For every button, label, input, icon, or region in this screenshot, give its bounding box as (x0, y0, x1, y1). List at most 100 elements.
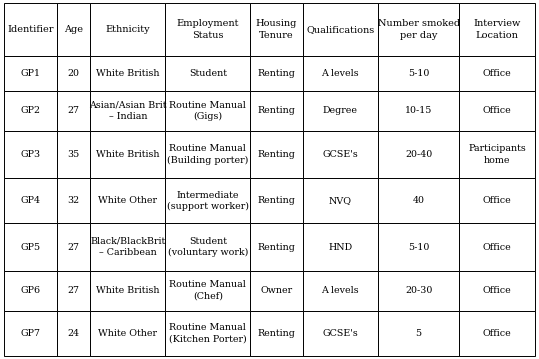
Text: Qualifications: Qualifications (306, 25, 375, 34)
Bar (250, 178, 303, 224)
Text: 20-30: 20-30 (405, 286, 432, 295)
Bar (303, 311, 378, 356)
Text: Intermediate
(support worker): Intermediate (support worker) (167, 191, 249, 211)
Text: 27: 27 (67, 243, 79, 252)
Bar (378, 3, 459, 56)
Bar (57, 131, 90, 178)
Bar (4, 271, 57, 311)
Text: 24: 24 (67, 329, 79, 338)
Text: GP4: GP4 (20, 196, 40, 205)
Text: Asian/Asian Brit
– Indian: Asian/Asian Brit – Indian (89, 101, 167, 121)
Text: White Other: White Other (98, 329, 157, 338)
Bar (459, 224, 535, 271)
Bar (303, 56, 378, 91)
Bar (250, 131, 303, 178)
Bar (90, 3, 165, 56)
Text: 27: 27 (67, 286, 79, 295)
Text: Office: Office (482, 196, 512, 205)
Text: Routine Manual
(Gigs): Routine Manual (Gigs) (169, 101, 246, 121)
Text: Renting: Renting (258, 107, 295, 116)
Text: A levels: A levels (322, 69, 359, 78)
Bar (4, 131, 57, 178)
Bar (250, 224, 303, 271)
Text: GP3: GP3 (20, 150, 40, 159)
Bar (303, 91, 378, 131)
Text: Renting: Renting (258, 329, 295, 338)
Text: GCSE's: GCSE's (322, 150, 358, 159)
Bar (57, 91, 90, 131)
Bar (378, 271, 459, 311)
Bar (303, 178, 378, 224)
Bar (303, 3, 378, 56)
Bar (4, 224, 57, 271)
Text: White Other: White Other (98, 196, 157, 205)
Bar (250, 311, 303, 356)
Bar (459, 178, 535, 224)
Bar (90, 311, 165, 356)
Text: Degree: Degree (323, 107, 358, 116)
Text: HND: HND (328, 243, 353, 252)
Bar (378, 131, 459, 178)
Text: Routine Manual
(Kitchen Porter): Routine Manual (Kitchen Porter) (169, 323, 247, 344)
Text: Office: Office (482, 286, 512, 295)
Text: White British: White British (96, 69, 160, 78)
Bar (4, 3, 57, 56)
Bar (250, 271, 303, 311)
Text: Routine Manual
(Chef): Routine Manual (Chef) (169, 280, 246, 301)
Text: 32: 32 (67, 196, 80, 205)
Bar (90, 224, 165, 271)
Text: White British: White British (96, 286, 160, 295)
Text: GP1: GP1 (20, 69, 40, 78)
Bar (165, 178, 250, 224)
Bar (4, 56, 57, 91)
Bar (57, 224, 90, 271)
Bar (303, 224, 378, 271)
Text: Identifier: Identifier (8, 25, 54, 34)
Text: Office: Office (482, 107, 512, 116)
Text: A levels: A levels (322, 286, 359, 295)
Bar (459, 271, 535, 311)
Bar (90, 271, 165, 311)
Bar (303, 131, 378, 178)
Bar (378, 56, 459, 91)
Text: 27: 27 (67, 107, 79, 116)
Bar (165, 3, 250, 56)
Bar (4, 178, 57, 224)
Text: 35: 35 (67, 150, 80, 159)
Bar (90, 178, 165, 224)
Bar (459, 3, 535, 56)
Text: NVQ: NVQ (329, 196, 352, 205)
Bar (459, 56, 535, 91)
Text: 10-15: 10-15 (405, 107, 432, 116)
Text: 40: 40 (413, 196, 425, 205)
Bar (165, 224, 250, 271)
Text: Participants
home: Participants home (468, 144, 526, 165)
Text: Owner: Owner (260, 286, 293, 295)
Bar (90, 91, 165, 131)
Text: Routine Manual
(Building porter): Routine Manual (Building porter) (167, 144, 248, 165)
Text: 5-10: 5-10 (408, 69, 430, 78)
Text: Office: Office (482, 69, 512, 78)
Bar (57, 311, 90, 356)
Bar (459, 91, 535, 131)
Bar (250, 91, 303, 131)
Text: 5: 5 (416, 329, 421, 338)
Bar (4, 91, 57, 131)
Text: Housing
Tenure: Housing Tenure (255, 19, 297, 39)
Bar (378, 178, 459, 224)
Text: Employment
Status: Employment Status (177, 19, 239, 39)
Text: GP5: GP5 (20, 243, 40, 252)
Text: Black/BlackBrit
– Caribbean: Black/BlackBrit – Caribbean (90, 237, 165, 257)
Text: Renting: Renting (258, 150, 295, 159)
Text: Renting: Renting (258, 69, 295, 78)
Bar (459, 131, 535, 178)
Bar (90, 131, 165, 178)
Bar (378, 91, 459, 131)
Bar (303, 271, 378, 311)
Text: Student: Student (189, 69, 227, 78)
Bar (459, 311, 535, 356)
Text: Renting: Renting (258, 243, 295, 252)
Text: GP2: GP2 (20, 107, 40, 116)
Bar (57, 3, 90, 56)
Bar (378, 224, 459, 271)
